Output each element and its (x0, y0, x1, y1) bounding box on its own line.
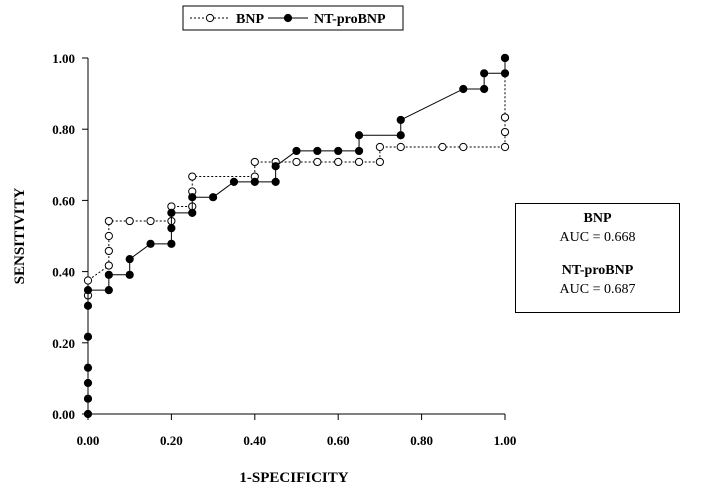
legend-marker-nt-probnp (283, 13, 293, 23)
x-tick-label: 1.00 (494, 433, 517, 448)
data-point-bnp (375, 157, 384, 167)
auc-ntprobnp-value: AUC = 0.687 (559, 282, 636, 297)
data-point-nt-probnp (167, 239, 176, 248)
x-tick-label: 0.40 (243, 433, 266, 448)
data-point-bnp (500, 113, 510, 122)
data-point-nt-probnp (480, 69, 489, 78)
data-point-nt-probnp (271, 177, 280, 186)
data-point-nt-probnp (125, 255, 134, 264)
data-point-nt-probnp (83, 286, 93, 295)
x-tick-label: 0.80 (410, 433, 433, 448)
data-point-bnp (438, 142, 447, 152)
y-axis-title: SENSITIVITY (12, 187, 28, 284)
auc-annotation-box: BNP AUC = 0.668 NT-proBNP AUC = 0.687 (515, 203, 680, 313)
data-point-bnp (250, 157, 259, 167)
data-point-nt-probnp (83, 363, 93, 372)
series-layer (83, 53, 510, 419)
data-point-nt-probnp (83, 394, 93, 403)
data-point-nt-probnp (354, 146, 364, 156)
series-line-bnp (87, 58, 506, 296)
x-axis-title: 1-SPECIFICITY (239, 470, 348, 486)
data-point-nt-probnp (396, 131, 405, 140)
auc-ntprobnp-name: NT-proBNP (561, 263, 634, 278)
legend-label-nt-probnp: NT-proBNP (314, 12, 386, 27)
data-point-nt-probnp (188, 208, 197, 217)
data-point-nt-probnp (480, 84, 489, 94)
series-bnp (83, 53, 510, 300)
data-point-bnp (354, 157, 364, 167)
data-point-nt-probnp (313, 146, 322, 156)
data-point-nt-probnp (500, 53, 510, 63)
x-tick-label: 0.20 (160, 433, 183, 448)
data-point-bnp (500, 127, 510, 137)
data-point-nt-probnp (167, 224, 176, 233)
data-point-nt-probnp (104, 270, 113, 279)
data-point-nt-probnp (83, 409, 93, 419)
data-point-nt-probnp (354, 131, 364, 140)
data-point-nt-probnp (146, 239, 155, 248)
data-point-bnp (83, 276, 93, 285)
data-point-bnp (396, 142, 405, 152)
data-point-bnp (125, 216, 134, 226)
data-point-nt-probnp (229, 177, 239, 186)
data-point-nt-probnp (188, 193, 197, 202)
data-point-nt-probnp (250, 177, 259, 186)
y-tick-label: 0.40 (52, 265, 75, 280)
series-nt-probnp (83, 53, 510, 419)
y-tick-label: 0.60 (52, 193, 75, 208)
data-point-bnp (104, 216, 113, 226)
y-tick-label: 0.20 (52, 336, 75, 351)
data-point-nt-probnp (83, 378, 93, 388)
data-point-bnp (104, 231, 113, 241)
data-point-bnp (104, 246, 113, 256)
data-point-nt-probnp (334, 146, 343, 156)
data-point-nt-probnp (104, 286, 113, 295)
data-point-bnp (459, 142, 468, 152)
data-point-nt-probnp (209, 193, 218, 202)
x-tick-label: 0.00 (77, 433, 100, 448)
auc-bnp-value: AUC = 0.668 (559, 230, 636, 245)
data-point-bnp (500, 142, 510, 152)
data-point-bnp (334, 157, 343, 167)
data-point-bnp (375, 142, 384, 152)
legend: BNP NT-proBNP (190, 12, 386, 27)
data-point-nt-probnp (167, 208, 176, 217)
data-point-nt-probnp (271, 162, 280, 171)
y-tick-label: 1.00 (52, 51, 75, 66)
axis-ticks: 0.00 0.20 0.40 0.60 0.80 1.00 0.00 0.20 0.40 0.60… (52, 51, 516, 448)
data-point-nt-probnp (292, 146, 301, 156)
y-tick-label: 0.80 (52, 122, 75, 137)
data-point-nt-probnp (125, 270, 134, 279)
auc-bnp-name: BNP (583, 211, 612, 226)
data-point-bnp (104, 261, 113, 270)
data-point-bnp (292, 157, 301, 167)
data-point-bnp (146, 216, 155, 226)
x-tick-label: 0.60 (327, 433, 350, 448)
data-point-nt-probnp (500, 69, 510, 78)
legend-label-bnp: BNP (236, 12, 264, 27)
data-point-bnp (188, 172, 197, 181)
data-point-nt-probnp (396, 115, 405, 125)
legend-marker-bnp (205, 13, 215, 23)
series-line-nt-probnp (87, 58, 506, 414)
data-point-nt-probnp (83, 332, 93, 341)
y-tick-label: 0.00 (52, 407, 75, 422)
data-point-nt-probnp (83, 301, 93, 310)
data-point-nt-probnp (459, 84, 468, 94)
data-point-bnp (313, 157, 322, 167)
